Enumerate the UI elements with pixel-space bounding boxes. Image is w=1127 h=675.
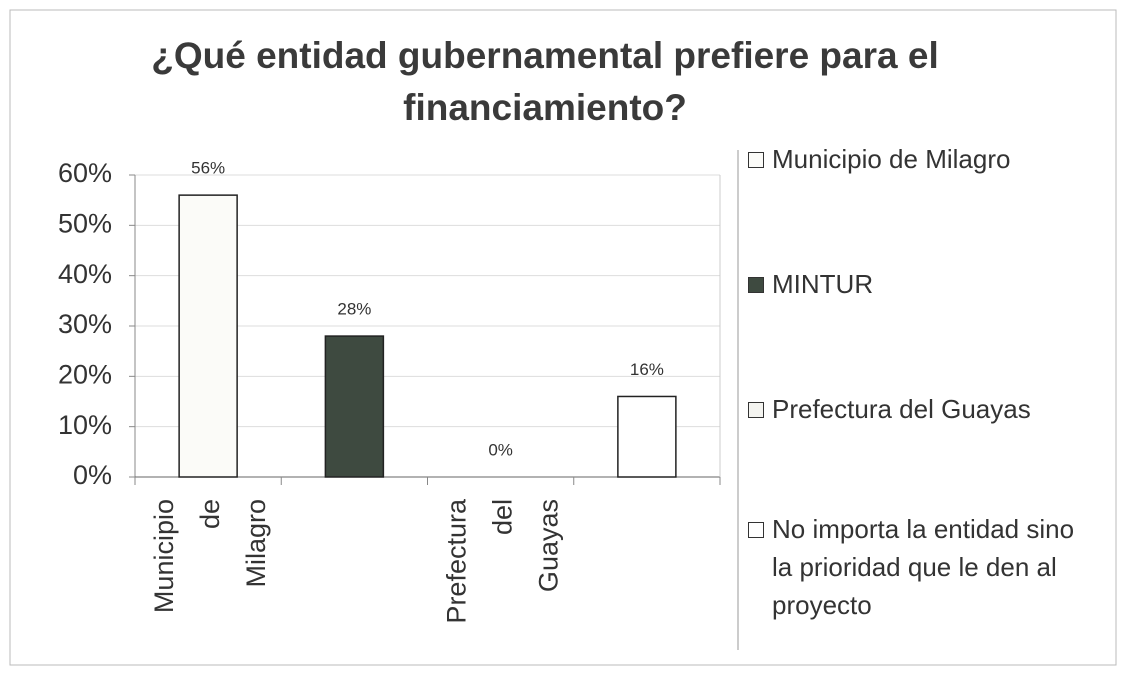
x-tick-word: de: [195, 499, 225, 529]
legend-label: No importa la entidad sino la prioridad …: [772, 514, 1075, 620]
y-tick-label: 30%: [58, 309, 112, 339]
value-label: 16%: [630, 360, 664, 379]
legend-swatch: [748, 277, 764, 293]
chart-title: ¿Qué entidad gubernamental prefiere para…: [151, 35, 939, 128]
legend-item: Municipio de Milagro: [748, 140, 1112, 178]
y-tick-label: 60%: [58, 158, 112, 188]
legend-item: No importa la entidad sino la prioridad …: [748, 510, 1092, 624]
frame: [9, 9, 1117, 666]
value-label: 56%: [191, 159, 225, 178]
x-tick-label: Municipio de Milagro: [149, 499, 271, 613]
y-tick-label: 40%: [58, 259, 112, 289]
y-tick-label: 20%: [58, 359, 112, 389]
value-label: 28%: [337, 300, 371, 319]
x-tick-word: Municipio: [149, 499, 179, 613]
legend-swatch: [748, 152, 764, 168]
y-tick-label: 10%: [58, 410, 112, 440]
y-tick-label: 50%: [58, 208, 112, 238]
x-tick-word: Prefectura: [442, 498, 472, 624]
legend-item: MINTUR: [748, 265, 1092, 303]
x-tick-word: Guayas: [534, 499, 564, 592]
legend-label: MINTUR: [772, 269, 874, 299]
legend-swatch: [748, 402, 764, 418]
value-label: 0%: [488, 440, 513, 459]
legend-item: Prefectura del Guayas: [748, 390, 1092, 428]
bar: [617, 395, 677, 478]
legend-label: Municipio de Milagro: [772, 144, 1011, 174]
x-tick-word: Milagro: [241, 499, 271, 588]
x-tick-label: Prefectura del Guayas: [442, 498, 564, 624]
legend-label: Prefectura del Guayas: [772, 394, 1031, 424]
y-tick-label: 0%: [73, 460, 112, 490]
x-tick-word: del: [488, 499, 518, 535]
bar: [178, 194, 238, 478]
legend-swatch: [748, 522, 764, 538]
bar: [324, 335, 385, 478]
